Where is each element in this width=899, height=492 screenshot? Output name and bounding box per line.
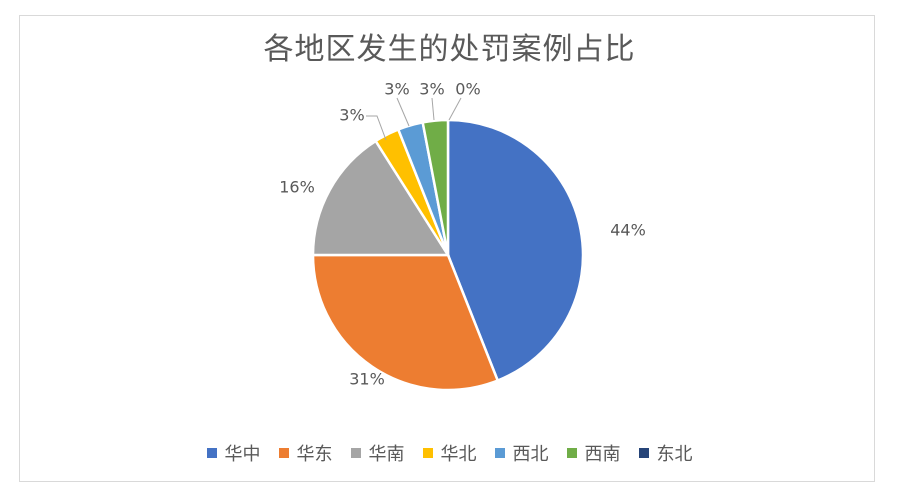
legend-item-华中: 华中 <box>206 440 261 466</box>
pie-slice-西南 <box>421 118 450 256</box>
chart-title: 各地区发生的处罚案例占比 <box>263 32 636 67</box>
chart-legend: 华中 华东 华南 华北 西北 西南 东北 <box>0 440 899 466</box>
data-label-西北: 3% <box>384 80 409 99</box>
legend-label: 华南 <box>368 444 405 465</box>
legend-label: 华中 <box>224 444 261 465</box>
data-label-东北: 0% <box>455 80 480 99</box>
pie-slice-华东 <box>311 253 500 392</box>
leader-line-西南 <box>431 97 435 121</box>
pie-slices <box>311 118 585 392</box>
legend-label: 西南 <box>584 444 621 465</box>
legend-swatch <box>566 448 577 458</box>
legend-swatch <box>422 448 433 458</box>
legend-item-东北: 东北 <box>638 440 693 466</box>
legend-item-华南: 华南 <box>350 440 405 466</box>
legend-swatch <box>638 448 649 458</box>
legend-label: 东北 <box>656 444 693 465</box>
leader-line-华北 <box>366 115 387 141</box>
legend-item-华北: 华北 <box>422 440 477 466</box>
data-label-华中: 44% <box>610 221 646 240</box>
legend-swatch <box>350 448 361 458</box>
legend-label: 西北 <box>512 444 549 465</box>
legend-label: 华东 <box>296 444 333 465</box>
pie-slice-华南 <box>311 139 451 257</box>
data-label-西南: 3% <box>419 80 444 99</box>
data-labels: 44% 31% 16% 3% 3% 3% 0% <box>279 80 646 389</box>
legend-swatch <box>206 448 217 458</box>
leader-line-西北 <box>396 97 410 127</box>
legend-item-西北: 西北 <box>494 440 549 466</box>
leader-lines <box>366 97 462 141</box>
legend-item-华东: 华东 <box>278 440 333 466</box>
pie-slice-华中 <box>446 118 585 383</box>
leader-line-东北 <box>448 97 462 121</box>
legend-item-西南: 西南 <box>566 440 621 466</box>
legend-swatch <box>494 448 505 458</box>
data-label-华东: 31% <box>349 370 385 389</box>
data-label-华南: 16% <box>279 178 315 197</box>
legend-swatch <box>278 448 289 458</box>
data-label-华北: 3% <box>339 106 364 125</box>
legend-label: 华北 <box>440 444 477 465</box>
